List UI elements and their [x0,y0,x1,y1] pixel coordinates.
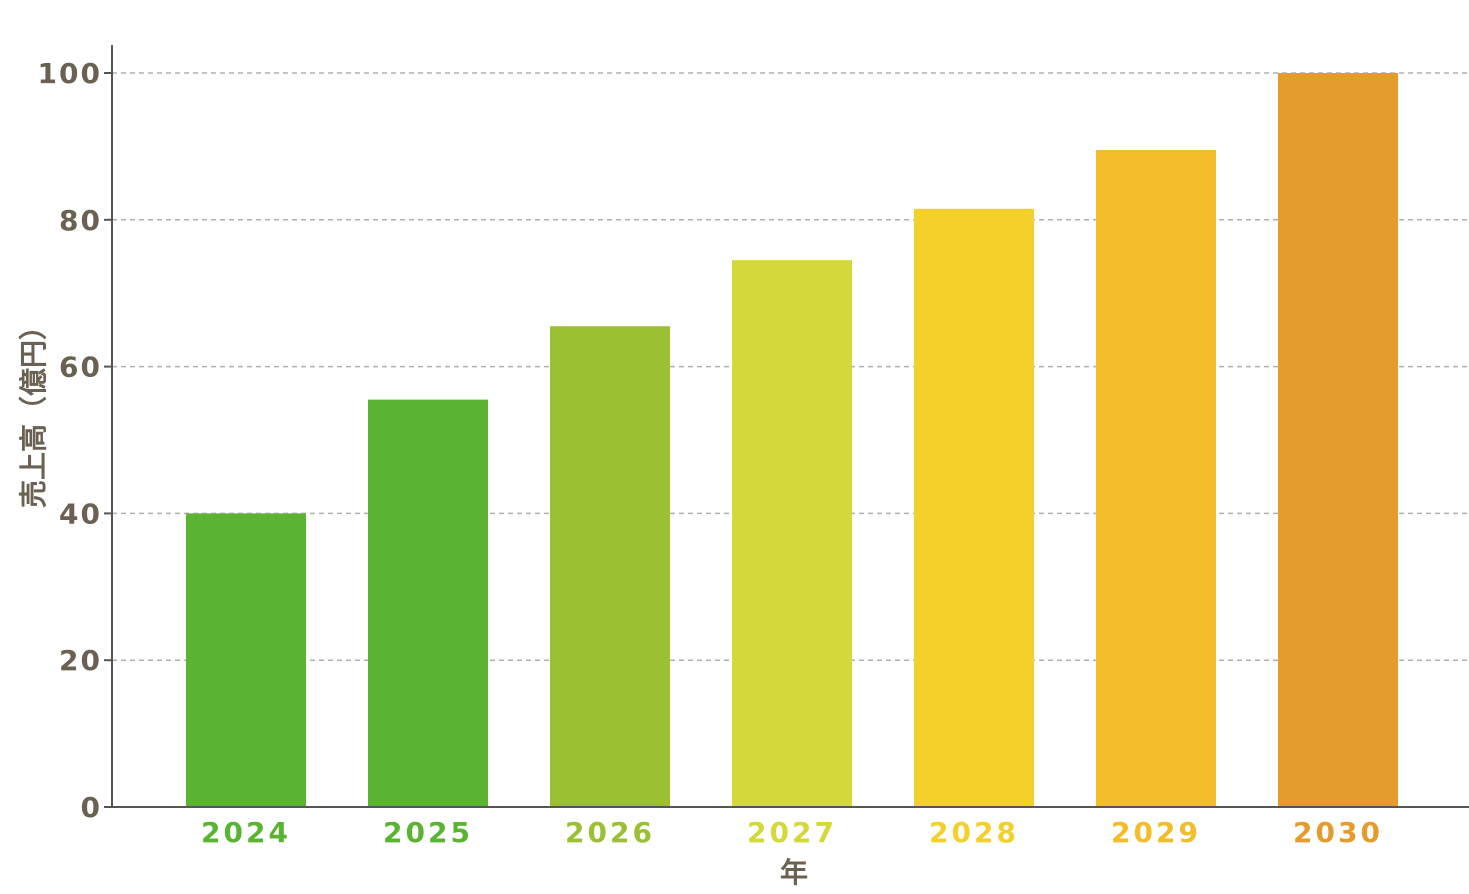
bar-2029 [1096,150,1216,807]
bar-2024 [186,513,306,807]
bar-2028 [914,208,1034,808]
y-tick-label: 20 [59,644,102,677]
x-tick-label-2028: 2028 [929,816,1019,849]
bar-2025 [368,399,488,807]
x-tick-label-2029: 2029 [1111,816,1201,849]
x-tick-label-2024: 2024 [201,816,291,849]
bar-2030 [1278,73,1398,807]
y-tick-label: 0 [81,791,102,824]
bar-2027 [732,260,852,807]
bars [186,73,1398,808]
y-tick-label: 100 [38,57,102,90]
x-tick-label-2030: 2030 [1293,816,1383,849]
x-tick-label-2025: 2025 [383,816,473,849]
x-tick-label-2026: 2026 [565,816,655,849]
y-tick-label: 40 [59,497,102,530]
y-tick-label: 60 [59,351,102,384]
bar-2026 [550,326,670,807]
axes [104,45,1469,808]
x-tick-label-2027: 2027 [747,816,837,849]
x-axis-title: 年 [780,856,808,889]
y-axis-tick-labels: 0 20 40 60 80 100 [38,57,102,824]
y-axis-title: 売上高（億円） [17,312,50,508]
x-axis-tick-labels: 2024 2025 2026 2027 2028 2029 2030 [201,816,1383,849]
y-tick-label: 80 [59,204,102,237]
